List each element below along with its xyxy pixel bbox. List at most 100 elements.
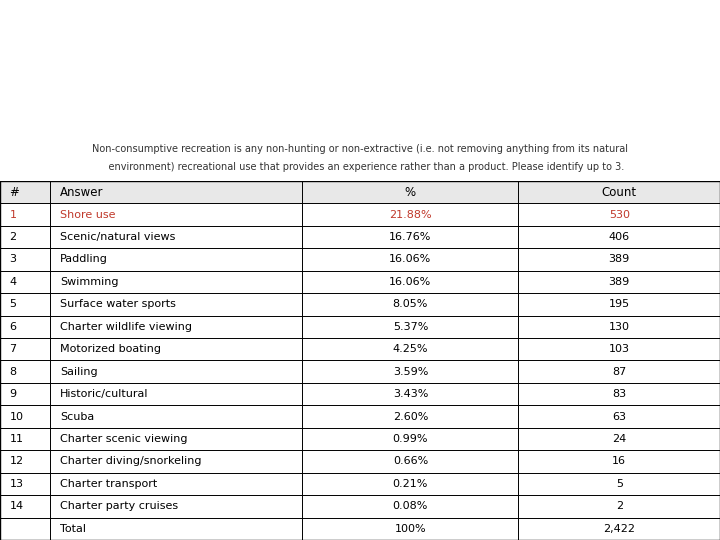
Bar bbox=[302, 226, 518, 248]
Text: 0.21%: 0.21% bbox=[392, 479, 428, 489]
Bar bbox=[302, 517, 518, 540]
Text: 0.66%: 0.66% bbox=[393, 456, 428, 467]
Text: 100%: 100% bbox=[395, 524, 426, 534]
Text: Total: Total bbox=[60, 524, 86, 534]
Text: 103: 103 bbox=[608, 344, 630, 354]
Text: 4: 4 bbox=[9, 277, 17, 287]
Text: Surface water sports: Surface water sports bbox=[60, 299, 176, 309]
Bar bbox=[0, 315, 50, 338]
Text: 5: 5 bbox=[616, 479, 623, 489]
Text: Charter transport: Charter transport bbox=[60, 479, 157, 489]
Text: 87: 87 bbox=[612, 367, 626, 377]
Bar bbox=[0, 293, 50, 315]
Bar bbox=[50, 472, 302, 495]
Text: 13: 13 bbox=[9, 479, 23, 489]
Text: Shore use: Shore use bbox=[60, 210, 115, 220]
Bar bbox=[0, 181, 720, 204]
Bar bbox=[0, 406, 50, 428]
Bar bbox=[50, 495, 302, 517]
Bar bbox=[302, 495, 518, 517]
Bar bbox=[50, 181, 302, 204]
Text: 16.06%: 16.06% bbox=[390, 277, 431, 287]
Text: Charter diving/snorkeling: Charter diving/snorkeling bbox=[60, 456, 202, 467]
Text: Motorized boating: Motorized boating bbox=[60, 344, 161, 354]
Text: 0.08%: 0.08% bbox=[392, 501, 428, 511]
Bar bbox=[50, 428, 302, 450]
Bar bbox=[518, 383, 720, 406]
Bar bbox=[50, 517, 302, 540]
Text: 8.05%: 8.05% bbox=[392, 299, 428, 309]
Bar bbox=[50, 406, 302, 428]
Bar bbox=[302, 248, 518, 271]
Bar bbox=[302, 472, 518, 495]
Text: 7: 7 bbox=[9, 344, 17, 354]
Bar bbox=[50, 204, 302, 226]
Bar bbox=[0, 204, 50, 226]
Text: 0.99%: 0.99% bbox=[392, 434, 428, 444]
Text: 21.88%: 21.88% bbox=[389, 210, 432, 220]
Bar bbox=[302, 338, 518, 361]
Text: 6: 6 bbox=[9, 322, 17, 332]
Text: 195: 195 bbox=[608, 299, 630, 309]
Text: Sailing: Sailing bbox=[60, 367, 97, 377]
Bar bbox=[518, 293, 720, 315]
Text: Scuba: Scuba bbox=[60, 411, 94, 422]
Text: 16.76%: 16.76% bbox=[390, 232, 431, 242]
Text: 16: 16 bbox=[612, 456, 626, 467]
Text: Answer: Answer bbox=[60, 186, 103, 199]
Bar bbox=[302, 271, 518, 293]
Text: 389: 389 bbox=[608, 277, 630, 287]
Text: 2,422: 2,422 bbox=[603, 524, 635, 534]
Bar bbox=[518, 361, 720, 383]
Bar bbox=[0, 271, 50, 293]
Bar bbox=[518, 517, 720, 540]
Bar bbox=[0, 361, 50, 383]
Text: environment) recreational use that provides an experience rather than a product.: environment) recreational use that provi… bbox=[96, 163, 624, 172]
Bar bbox=[0, 226, 50, 248]
Bar bbox=[518, 450, 720, 472]
Text: 9: 9 bbox=[9, 389, 17, 399]
Text: 11: 11 bbox=[9, 434, 23, 444]
Text: 8: 8 bbox=[9, 367, 17, 377]
Bar bbox=[302, 450, 518, 472]
Bar bbox=[50, 226, 302, 248]
Text: 1: 1 bbox=[9, 210, 17, 220]
Text: 24: 24 bbox=[612, 434, 626, 444]
Text: 406: 406 bbox=[608, 232, 630, 242]
Bar bbox=[518, 226, 720, 248]
Text: Scenic/natural views: Scenic/natural views bbox=[60, 232, 175, 242]
Text: 530: 530 bbox=[608, 210, 630, 220]
Bar bbox=[50, 361, 302, 383]
Bar bbox=[50, 315, 302, 338]
Bar bbox=[302, 181, 518, 204]
Bar bbox=[0, 495, 50, 517]
Bar bbox=[0, 181, 50, 204]
Text: Charter scenic viewing: Charter scenic viewing bbox=[60, 434, 187, 444]
Text: 2: 2 bbox=[9, 232, 17, 242]
Text: 5.37%: 5.37% bbox=[392, 322, 428, 332]
Text: 2: 2 bbox=[616, 501, 623, 511]
Text: %: % bbox=[405, 186, 416, 199]
Bar bbox=[50, 383, 302, 406]
Text: Recreational Use Survey: Recreational Use Survey bbox=[22, 81, 424, 109]
Text: #: # bbox=[9, 186, 19, 199]
Text: 3: 3 bbox=[9, 254, 17, 265]
Text: 12: 12 bbox=[9, 456, 24, 467]
Text: 2.60%: 2.60% bbox=[392, 411, 428, 422]
Text: 389: 389 bbox=[608, 254, 630, 265]
Bar bbox=[302, 293, 518, 315]
Bar bbox=[518, 406, 720, 428]
Bar bbox=[0, 450, 50, 472]
Text: Historic/cultural: Historic/cultural bbox=[60, 389, 148, 399]
Text: Count: Count bbox=[602, 186, 636, 199]
Text: Mid-Atlantic Non-consumptive: Mid-Atlantic Non-consumptive bbox=[22, 23, 519, 51]
Text: 3.43%: 3.43% bbox=[392, 389, 428, 399]
Bar bbox=[0, 428, 50, 450]
Text: Swimming: Swimming bbox=[60, 277, 118, 287]
Bar bbox=[518, 271, 720, 293]
Text: Paddling: Paddling bbox=[60, 254, 107, 265]
Text: 14: 14 bbox=[9, 501, 24, 511]
Text: Non-consumptive recreation is any non-hunting or non-extractive (i.e. not removi: Non-consumptive recreation is any non-hu… bbox=[92, 144, 628, 154]
Bar bbox=[518, 248, 720, 271]
Text: 16.06%: 16.06% bbox=[390, 254, 431, 265]
